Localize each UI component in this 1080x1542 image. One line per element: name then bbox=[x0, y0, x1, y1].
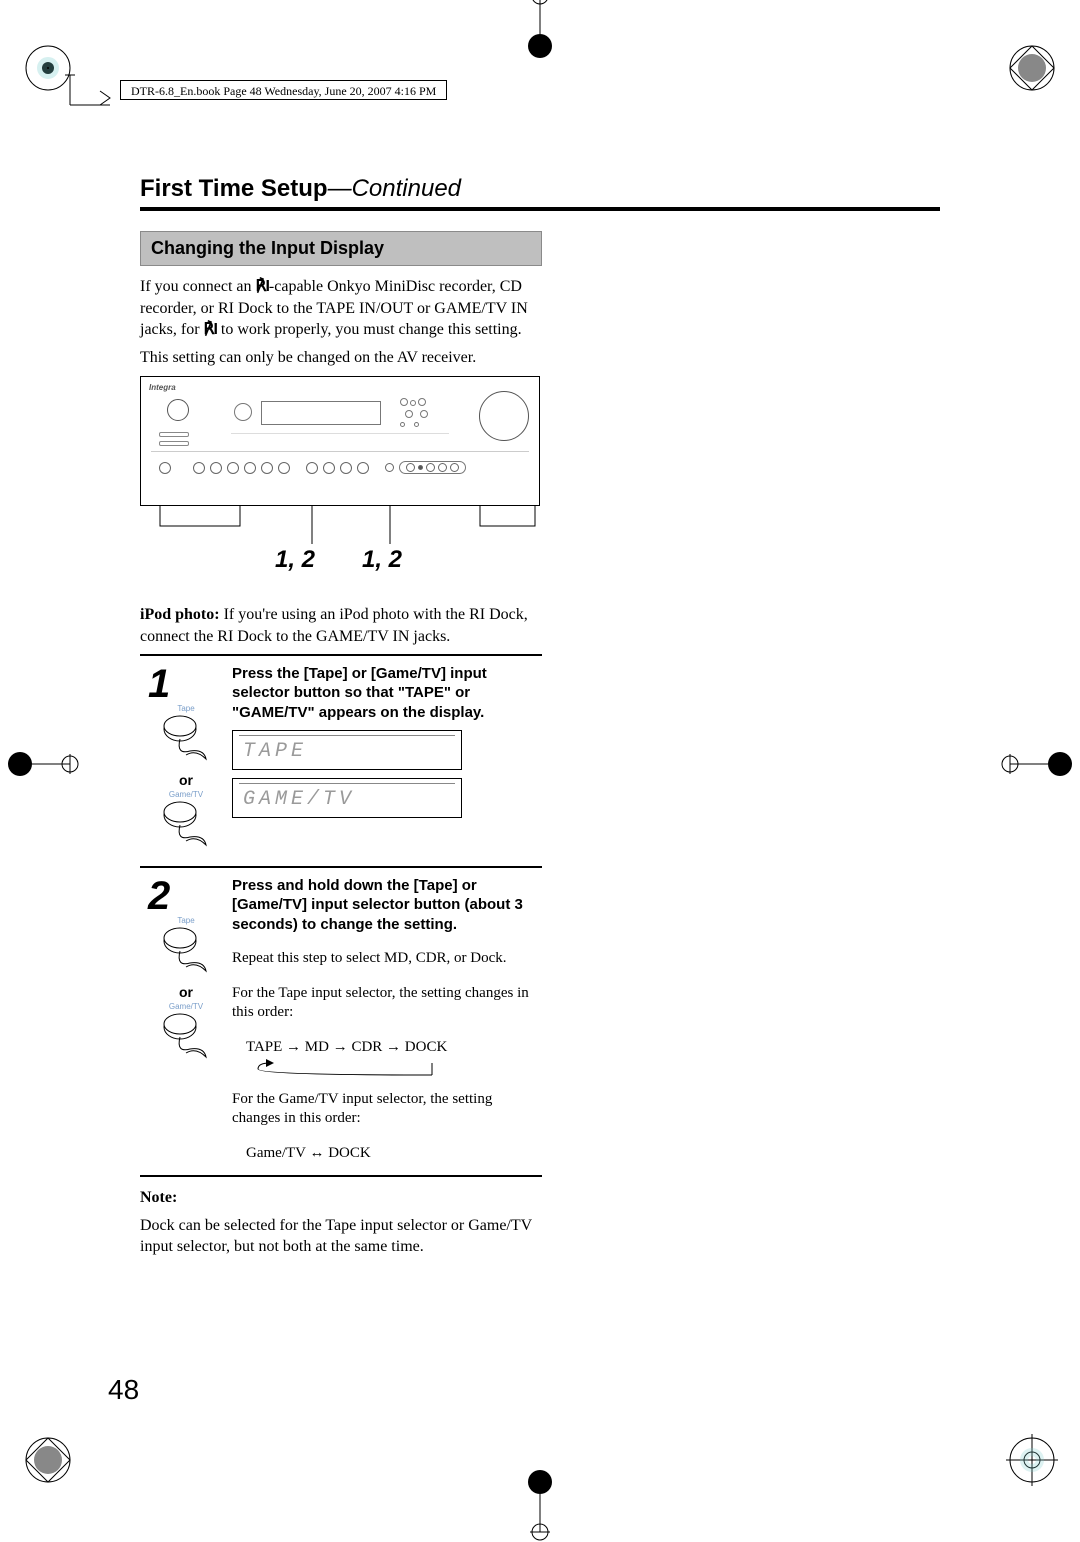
ri-icon: ℟I bbox=[204, 321, 217, 338]
crop-mark-br bbox=[1004, 1432, 1060, 1488]
callout-lines: 1, 2 1, 2 bbox=[140, 506, 540, 596]
page-content: First Time Setup—Continued Changing the … bbox=[140, 175, 940, 1264]
step-1-number: 1 bbox=[140, 664, 232, 704]
note-label: Note: bbox=[140, 1189, 177, 1206]
ipod-note: iPod photo: If you're using an iPod phot… bbox=[140, 604, 542, 647]
meta-arrow-icon bbox=[60, 70, 120, 115]
or-label-2: or bbox=[140, 984, 232, 1000]
crop-mark-bl bbox=[20, 1432, 76, 1488]
section-title-continued: —Continued bbox=[328, 175, 461, 202]
tape-button-icon bbox=[156, 715, 216, 761]
lcd-gametv: GAME/TV bbox=[232, 778, 462, 818]
step-1-left: 1 Tape or Game/TV bbox=[140, 664, 232, 856]
receiver-illustration: Integra bbox=[140, 376, 540, 506]
section-title-main: First Time Setup bbox=[140, 175, 328, 202]
step-2-body-2: For the Tape input selector, the setting… bbox=[232, 984, 542, 1023]
title-rule bbox=[140, 207, 940, 211]
callout-label-2: 1, 2 bbox=[362, 546, 402, 574]
subheading: Changing the Input Display bbox=[140, 231, 542, 266]
sequence-1: TAPE → MD → CDR → DOCK bbox=[246, 1038, 542, 1058]
ri-icon: ℟I bbox=[256, 278, 269, 295]
lcd-tape-text: TAPE bbox=[243, 739, 307, 765]
jack-row-icon bbox=[159, 461, 529, 474]
step-2-number: 2 bbox=[140, 876, 232, 916]
loop-arrow-icon bbox=[252, 1059, 452, 1077]
intro-paragraph-2: This setting can only be changed on the … bbox=[140, 347, 542, 369]
step-2-left: 2 Tape or Game/TV bbox=[140, 876, 232, 1166]
step-2-lead: Press and hold down the [Tape] or [Game/… bbox=[232, 876, 542, 935]
step-2-body-3: For the Game/TV input selector, the sett… bbox=[232, 1090, 542, 1129]
note-body: Dock can be selected for the Tape input … bbox=[140, 1215, 542, 1258]
step-2-body-1: Repeat this step to select MD, CDR, or D… bbox=[232, 949, 542, 969]
power-knob-icon bbox=[167, 399, 189, 421]
crop-mark-right bbox=[1000, 744, 1080, 784]
note-block: Note: Dock can be selected for the Tape … bbox=[140, 1187, 542, 1258]
step-2-right: Press and hold down the [Tape] or [Game/… bbox=[232, 876, 542, 1166]
step-1-right: Press the [Tape] or [Game/TV] input sele… bbox=[232, 664, 542, 856]
volume-knob-icon bbox=[479, 391, 529, 441]
crop-mark-left bbox=[0, 744, 80, 784]
lcd-tape: TAPE bbox=[232, 730, 462, 770]
section-title: First Time Setup—Continued bbox=[140, 175, 940, 203]
crop-mark-tr bbox=[1004, 40, 1060, 96]
gametv-button-icon-2 bbox=[156, 1013, 216, 1059]
step-2: 2 Tape or Game/TV Press and hold down th… bbox=[140, 866, 542, 1178]
tape-button-icon-2 bbox=[156, 927, 216, 973]
gametv-button-label: Game/TV bbox=[140, 790, 232, 799]
crop-mark-top bbox=[520, 0, 560, 66]
step-1: 1 Tape or Game/TV Press the [Tape] or [G… bbox=[140, 654, 542, 866]
or-label: or bbox=[140, 772, 232, 788]
step-1-lead: Press the [Tape] or [Game/TV] input sele… bbox=[232, 664, 542, 723]
mid-cluster-icon bbox=[399, 397, 429, 430]
sequence-2: Game/TV ↔ DOCK bbox=[246, 1144, 542, 1164]
lcd-gametv-text: GAME/TV bbox=[243, 787, 355, 813]
gametv-button-label-2: Game/TV bbox=[140, 1002, 232, 1011]
callout-label-1: 1, 2 bbox=[275, 546, 315, 574]
steps-list: 1 Tape or Game/TV Press the [Tape] or [G… bbox=[140, 654, 542, 1178]
intro-paragraph-1: If you connect an ℟I-capable Onkyo MiniD… bbox=[140, 276, 542, 341]
ipod-note-bold: iPod photo: bbox=[140, 606, 220, 623]
display-rect-icon bbox=[261, 401, 381, 425]
gametv-button-icon bbox=[156, 801, 216, 847]
crop-mark-bottom bbox=[520, 1462, 560, 1542]
intro-text: If you connect an ℟I-capable Onkyo MiniD… bbox=[140, 276, 542, 368]
page-meta-header: DTR-6.8_En.book Page 48 Wednesday, June … bbox=[120, 80, 447, 100]
callout-svg bbox=[140, 506, 540, 596]
slots-icon bbox=[159, 432, 189, 450]
disp-knob-icon bbox=[234, 403, 252, 421]
receiver-brand: Integra bbox=[149, 383, 176, 392]
page-number: 48 bbox=[108, 1374, 139, 1406]
